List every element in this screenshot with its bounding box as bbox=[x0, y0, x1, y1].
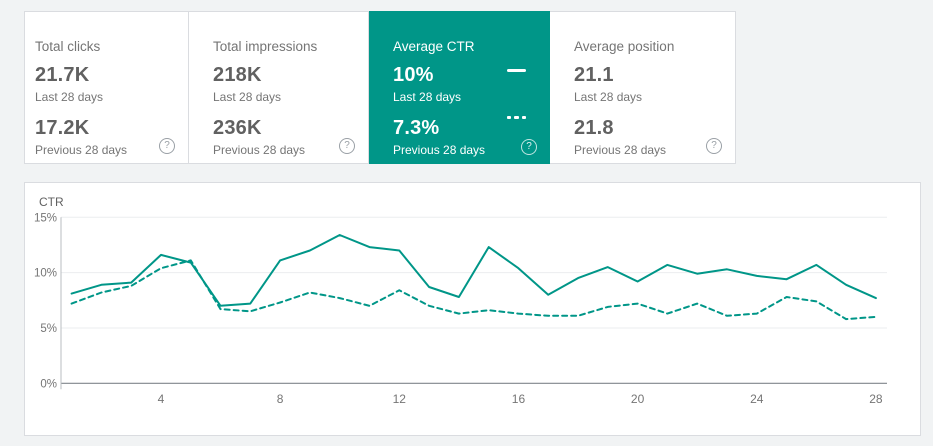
help-icon[interactable]: ? bbox=[706, 138, 722, 154]
svg-text:4: 4 bbox=[158, 392, 165, 406]
current-metric: 21.1 Last 28 days bbox=[574, 64, 723, 104]
svg-text:28: 28 bbox=[869, 392, 883, 406]
svg-text:12: 12 bbox=[393, 392, 407, 406]
svg-text:0%: 0% bbox=[40, 378, 57, 390]
svg-text:16: 16 bbox=[512, 392, 526, 406]
current-metric: 218K Last 28 days bbox=[213, 64, 356, 104]
metric-value: 21.7K bbox=[35, 64, 90, 86]
legend-solid-line-icon bbox=[507, 69, 526, 72]
previous-metric: 236K Previous 28 days bbox=[213, 117, 356, 157]
metric-value: 21.8 bbox=[574, 117, 614, 139]
metric-value: 7.3% bbox=[393, 117, 440, 139]
metric-card-average-ctr-selected[interactable]: Average CTR 10% Last 28 days 7.3% Previo… bbox=[369, 11, 550, 164]
metric-value: 218K bbox=[213, 64, 262, 86]
previous-metric: 17.2K Previous 28 days bbox=[35, 117, 176, 157]
metric-card-total-impressions[interactable]: Total impressions 218K Last 28 days 236K… bbox=[189, 12, 369, 163]
svg-text:10%: 10% bbox=[34, 268, 57, 280]
svg-text:20: 20 bbox=[631, 392, 645, 406]
card-title: Average CTR bbox=[393, 39, 475, 54]
help-icon[interactable]: ? bbox=[339, 138, 355, 154]
previous-metric: 21.8 Previous 28 days bbox=[574, 117, 723, 157]
ctr-line-chart[interactable]: 0% 5% 10% 15% 4 8 12 16 20 24 28 bbox=[25, 183, 920, 435]
legend-dashed-line-icon bbox=[506, 116, 526, 119]
metric-value: 17.2K bbox=[35, 117, 90, 139]
metric-card-total-clicks[interactable]: Total clicks 21.7K Last 28 days 17.2K Pr… bbox=[25, 12, 189, 163]
metric-card-average-position[interactable]: Average position 21.1 Last 28 days 21.8 … bbox=[550, 12, 735, 163]
metric-value: 10% bbox=[393, 64, 434, 86]
card-title: Total clicks bbox=[35, 39, 101, 54]
svg-text:24: 24 bbox=[750, 392, 764, 406]
card-title: Average position bbox=[574, 39, 675, 54]
metric-value: 236K bbox=[213, 117, 262, 139]
current-metric: 10% Last 28 days bbox=[393, 64, 538, 104]
metric-label: Previous 28 days bbox=[213, 143, 306, 157]
metric-label: Previous 28 days bbox=[393, 143, 486, 157]
metric-label: Previous 28 days bbox=[35, 143, 128, 157]
current-metric: 21.7K Last 28 days bbox=[35, 64, 176, 104]
svg-text:15%: 15% bbox=[34, 212, 57, 224]
metric-value: 21.1 bbox=[574, 64, 614, 86]
metric-label: Last 28 days bbox=[574, 90, 643, 104]
metric-cards-row: Total clicks 21.7K Last 28 days 17.2K Pr… bbox=[24, 11, 736, 164]
previous-metric: 7.3% Previous 28 days bbox=[393, 117, 538, 157]
metric-label: Last 28 days bbox=[393, 90, 462, 104]
metric-label: Last 28 days bbox=[213, 90, 282, 104]
card-title: Total impressions bbox=[213, 39, 318, 54]
svg-text:5%: 5% bbox=[40, 323, 57, 335]
ctr-chart-panel: CTR 0% 5% 10% 15% 4 8 12 16 20 24 28 bbox=[24, 182, 921, 436]
help-icon[interactable]: ? bbox=[159, 138, 175, 154]
help-icon[interactable]: ? bbox=[521, 139, 537, 155]
metric-label: Previous 28 days bbox=[574, 143, 667, 157]
svg-text:8: 8 bbox=[277, 392, 284, 406]
chart-y-axis-title: CTR bbox=[39, 195, 64, 209]
metric-label: Last 28 days bbox=[35, 90, 104, 104]
